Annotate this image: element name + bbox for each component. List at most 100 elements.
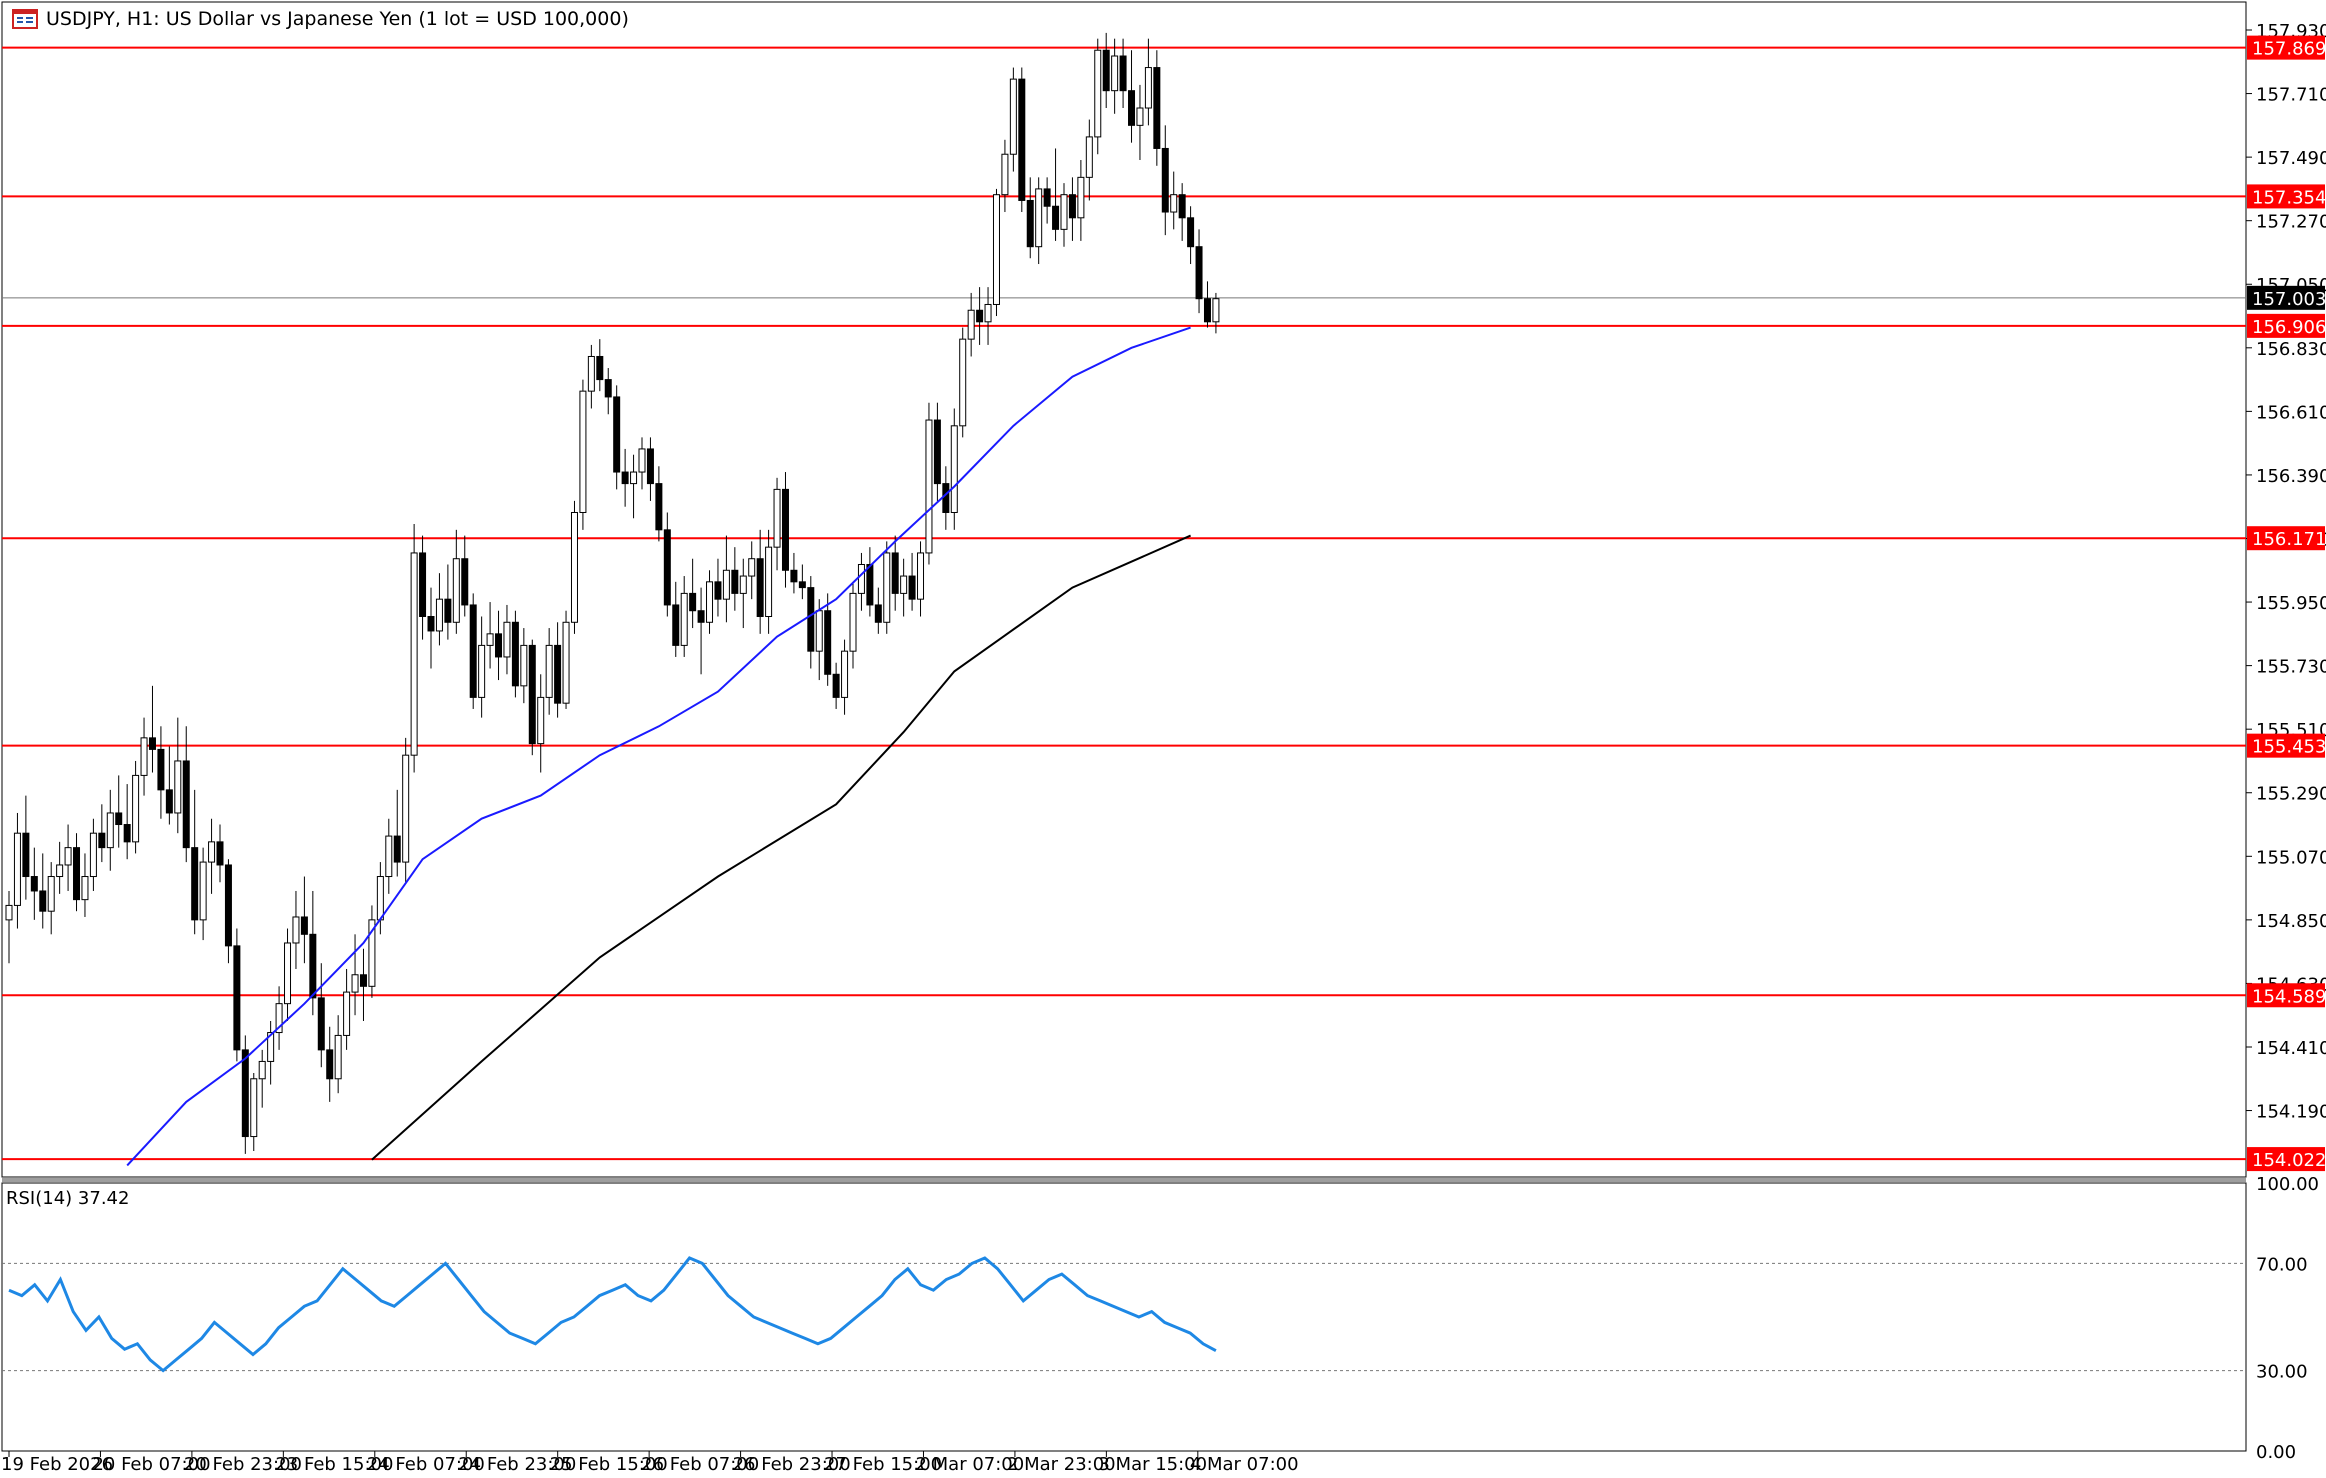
- candle: [115, 775, 123, 848]
- bearish-candle-body: [224, 864, 232, 947]
- candle: [81, 853, 89, 917]
- candle: [402, 737, 410, 883]
- candle: [157, 726, 165, 819]
- candle: [748, 541, 756, 600]
- candle: [191, 789, 199, 935]
- bearish-candle-body: [22, 832, 30, 878]
- bearish-candle-body: [1195, 246, 1203, 300]
- bearish-candle-body: [697, 610, 705, 623]
- bullish-candle-body: [13, 832, 21, 906]
- bearish-candle-body: [1119, 55, 1127, 92]
- bullish-candle-body: [334, 1034, 342, 1080]
- candle: [224, 859, 232, 964]
- candle: [182, 726, 190, 863]
- candle: [258, 1049, 266, 1108]
- chart-header: USDJPY, H1: US Dollar vs Japanese Yen (1…: [12, 8, 629, 30]
- bullish-candle-body: [503, 621, 511, 658]
- candle: [900, 558, 908, 617]
- bearish-candle-body: [1018, 78, 1026, 201]
- candle: [1018, 67, 1026, 213]
- candle: [604, 368, 612, 415]
- time-axis-label: 2 Mar 23:00: [1007, 1454, 1116, 1475]
- bearish-candle-body: [326, 1049, 334, 1080]
- time-axis-label: 19 Feb 2026: [1, 1454, 113, 1475]
- price-axis-label: 155.070: [2256, 847, 2326, 868]
- bullish-candle-body: [537, 696, 545, 745]
- bearish-candle-body: [663, 529, 671, 606]
- candle: [89, 818, 97, 891]
- bullish-candle-body: [385, 835, 393, 878]
- bullish-candle-body: [368, 919, 376, 987]
- candle: [106, 789, 114, 871]
- price-axis-label: 157.270: [2256, 212, 2326, 233]
- chart-window-icon[interactable]: [12, 9, 38, 29]
- candle: [140, 717, 148, 796]
- bullish-candle-body: [435, 598, 443, 632]
- candle: [1077, 160, 1085, 241]
- current-price-label: 157.003: [2252, 289, 2326, 310]
- candle: [841, 639, 849, 715]
- candle: [706, 570, 714, 634]
- candle: [47, 862, 55, 935]
- bearish-candle-body: [359, 974, 367, 987]
- bullish-candle-body: [1001, 153, 1009, 196]
- level-label: 157.354: [2252, 187, 2326, 208]
- bearish-candle-body: [798, 581, 806, 589]
- candle: [1102, 32, 1110, 109]
- level-label-box: [2247, 526, 2325, 551]
- candle: [790, 552, 798, 594]
- candle: [680, 576, 688, 657]
- candle: [824, 593, 832, 686]
- bullish-candle-body: [1085, 136, 1093, 178]
- bearish-candle-body: [469, 604, 477, 698]
- bearish-candle-body: [790, 569, 798, 583]
- candle: [697, 587, 705, 675]
- candle: [39, 853, 47, 929]
- candle: [857, 552, 865, 611]
- candle: [1068, 177, 1076, 241]
- bearish-candle-body: [157, 748, 165, 791]
- rsi-axis-label: 0.00: [2256, 1442, 2296, 1463]
- symbol-description: US Dollar vs Japanese Yen (1 lot = USD 1…: [165, 8, 629, 30]
- candle: [1144, 38, 1152, 126]
- candle: [883, 541, 891, 634]
- price-axis-label: 155.950: [2256, 593, 2326, 614]
- bearish-candle-body: [1052, 205, 1060, 230]
- bearish-candle-body: [1187, 217, 1195, 248]
- bullish-candle-body: [984, 303, 992, 323]
- bullish-candle-body: [199, 861, 207, 921]
- candle: [646, 437, 654, 501]
- candle: [292, 890, 300, 969]
- bullish-candle-body: [849, 592, 857, 652]
- candle: [250, 1072, 258, 1151]
- bearish-candle-body: [1178, 194, 1186, 219]
- level-label: 157.869: [2252, 39, 2326, 60]
- candle: [233, 928, 241, 1062]
- time-axis-label: 2 Mar 07:00: [915, 1454, 1024, 1475]
- candle: [495, 610, 503, 681]
- bearish-candle-body: [30, 876, 38, 892]
- candle: [174, 717, 182, 834]
- candle: [73, 833, 81, 912]
- bullish-candle-body: [917, 552, 925, 600]
- bullish-candle-body: [81, 876, 89, 901]
- bearish-candle-body: [781, 488, 789, 571]
- candle: [832, 662, 840, 709]
- bearish-candle-body: [672, 604, 680, 646]
- rsi-panel-frame: [1, 1182, 2247, 1452]
- candle: [798, 564, 806, 600]
- candle: [773, 477, 781, 571]
- candle: [1187, 206, 1195, 265]
- candle: [1001, 139, 1009, 213]
- candle: [596, 339, 604, 392]
- bullish-candle-body: [1060, 194, 1068, 230]
- candle: [410, 524, 418, 773]
- candle: [807, 576, 815, 669]
- bearish-candle-body: [495, 633, 503, 658]
- candle: [545, 628, 553, 715]
- candle: [1026, 177, 1034, 259]
- bullish-candle-body: [545, 644, 553, 698]
- bullish-candle-body: [883, 552, 891, 623]
- bearish-candle-body: [866, 563, 874, 606]
